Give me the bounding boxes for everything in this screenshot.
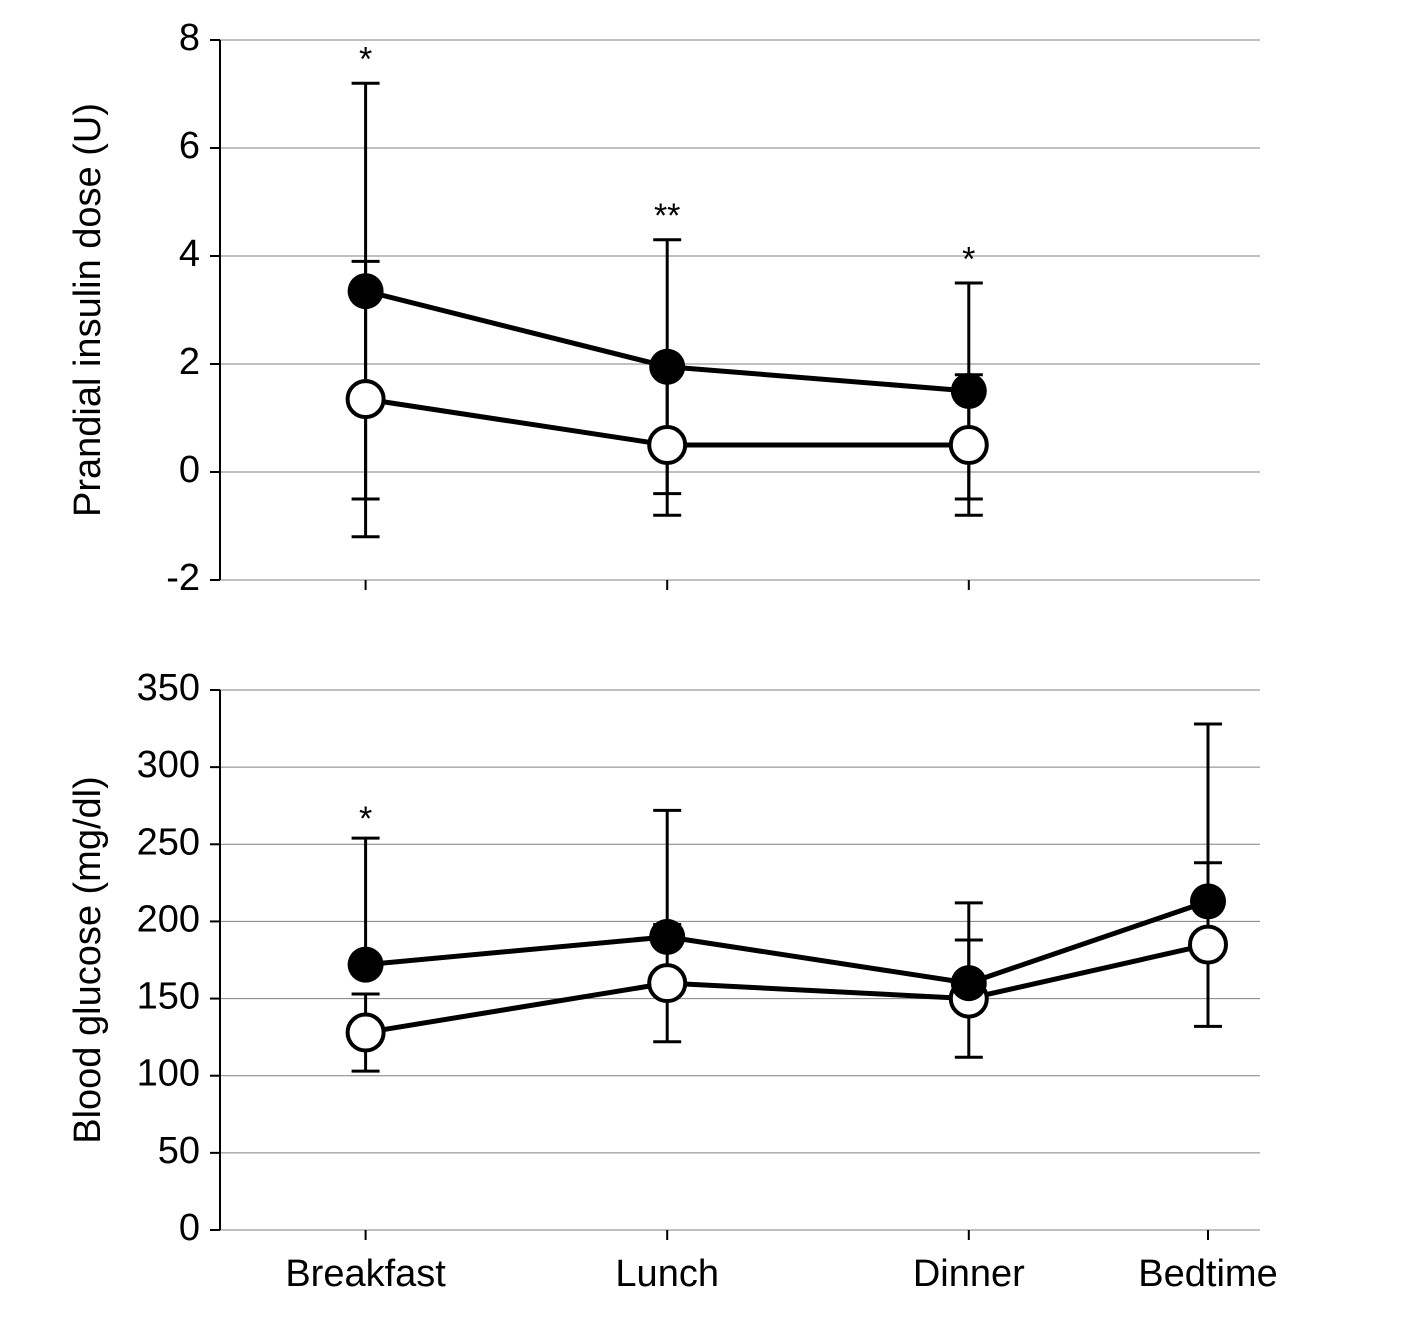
- significance-annotation: *: [962, 240, 975, 278]
- y-axis-label: Prandial insulin dose (U): [67, 103, 109, 517]
- ytick-label: 0: [179, 1207, 200, 1249]
- ytick-label: 4: [179, 233, 200, 275]
- series-marker: [1190, 927, 1226, 963]
- ytick-label: 100: [137, 1053, 200, 1095]
- y-axis-label: Blood glucose (mg/dl): [67, 776, 109, 1144]
- ytick-label: 300: [137, 744, 200, 786]
- series-marker: [951, 373, 987, 409]
- ytick-label: 2: [179, 341, 200, 383]
- ytick-label: 350: [137, 667, 200, 709]
- significance-annotation: *: [359, 41, 372, 79]
- series-marker: [348, 947, 384, 983]
- ytick-label: -2: [166, 557, 200, 599]
- ytick-label: 8: [179, 17, 200, 59]
- series-marker: [348, 381, 384, 417]
- xtick-label: Lunch: [615, 1253, 719, 1295]
- series-marker: [649, 965, 685, 1001]
- significance-annotation: **: [654, 197, 680, 235]
- series-marker: [649, 349, 685, 385]
- xtick-label: Bedtime: [1138, 1253, 1277, 1295]
- ytick-label: 250: [137, 821, 200, 863]
- ytick-label: 50: [158, 1130, 200, 1172]
- ytick-label: 200: [137, 898, 200, 940]
- ytick-label: 6: [179, 125, 200, 167]
- series-marker: [348, 1015, 384, 1051]
- series-marker: [1190, 883, 1226, 919]
- series-marker: [649, 427, 685, 463]
- xtick-label: Breakfast: [285, 1253, 446, 1295]
- xtick-label: Dinner: [913, 1253, 1025, 1295]
- ytick-label: 150: [137, 976, 200, 1018]
- series-marker: [951, 427, 987, 463]
- figure-canvas: -202468Prandial insulin dose (U)****0501…: [0, 0, 1417, 1325]
- series-marker: [649, 919, 685, 955]
- series-marker: [348, 273, 384, 309]
- series-marker: [951, 965, 987, 1001]
- ytick-label: 0: [179, 449, 200, 491]
- significance-annotation: *: [359, 800, 372, 838]
